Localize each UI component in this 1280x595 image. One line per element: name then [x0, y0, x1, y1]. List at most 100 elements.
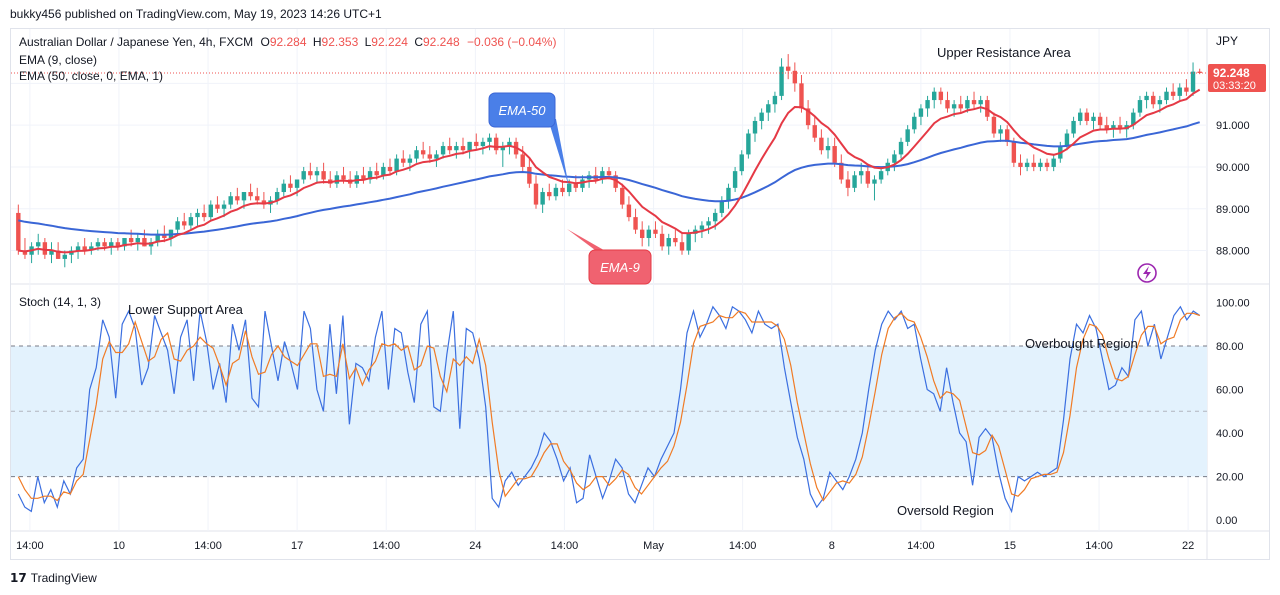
candle-body: [394, 158, 399, 172]
candle-body: [1164, 91, 1169, 101]
candle-body: [334, 175, 340, 184]
candle-body: [407, 158, 413, 163]
candle-body: [865, 171, 871, 184]
legend-high: 92.353: [322, 35, 359, 49]
candle-body: [361, 175, 366, 180]
candle-body: [493, 137, 499, 151]
candle-body: [673, 238, 678, 243]
candle-body: [1197, 71, 1202, 73]
candle-body: [527, 166, 532, 184]
time-tick-label: 15: [1004, 540, 1016, 552]
candle-body: [22, 250, 28, 255]
candle-body: [42, 242, 48, 255]
candle-body: [460, 146, 466, 151]
candle-body: [639, 229, 645, 239]
candle-body: [553, 187, 559, 197]
last-price-badge: 92.248 03:33:20: [1208, 63, 1266, 92]
bar-countdown: 03:33:20: [1213, 80, 1256, 92]
candle-body: [109, 242, 114, 247]
candle-body: [759, 112, 764, 121]
candle-body: [620, 187, 625, 205]
publish-header: bukky456 published on TradingView.com, M…: [0, 0, 1280, 28]
stoch-tick-label: 100.00: [1216, 297, 1250, 309]
time-tick-label: 22: [1182, 540, 1194, 552]
candle-body: [878, 171, 884, 180]
time-tick-label: 10: [113, 540, 125, 552]
stoch-tick-label: 20.00: [1216, 472, 1244, 484]
candle-body: [1005, 129, 1010, 142]
candle-body: [321, 171, 326, 180]
candle-body: [381, 166, 386, 176]
stoch-tick-label: 0.00: [1216, 515, 1237, 527]
time-tick-label: May: [643, 540, 664, 552]
candle-body: [135, 238, 140, 243]
candle-body: [49, 250, 54, 255]
stoch-tick-label: 40.00: [1216, 428, 1244, 440]
candle-body: [162, 233, 167, 239]
candle-body: [208, 204, 213, 218]
candle-body: [646, 229, 652, 239]
legend-stoch[interactable]: Stoch (14, 1, 3): [19, 295, 101, 309]
candle-body: [633, 217, 638, 230]
time-tick-label: 14:00: [907, 540, 935, 552]
candle-body: [440, 146, 446, 155]
candle-body: [75, 246, 81, 251]
currency-label: JPY: [1216, 34, 1238, 48]
candle-body: [752, 120, 758, 134]
price-tick-label: 88.000: [1216, 246, 1250, 258]
oversold-label: Oversold Region: [897, 503, 994, 518]
legend-ema9[interactable]: EMA (9, close): [19, 53, 97, 67]
lightning-icon[interactable]: [1137, 263, 1157, 283]
candle-body: [998, 129, 1003, 134]
candle-body: [938, 91, 944, 101]
legend-low: 92.224: [371, 35, 408, 49]
candle-body: [487, 137, 492, 142]
candle-body: [401, 158, 406, 163]
chart-frame: 88.00089.00090.00091.00092.0000.0020.004…: [10, 28, 1270, 560]
candle-body: [434, 154, 439, 159]
stoch-layer: [17, 305, 1201, 514]
candle-body: [945, 100, 950, 109]
footer-brand: TradingView: [30, 571, 97, 585]
candle-body: [467, 141, 472, 151]
stoch-tick-label: 80.00: [1216, 341, 1244, 353]
candle-body: [932, 91, 937, 101]
candle-body: [1184, 87, 1189, 92]
candle-body: [566, 183, 572, 193]
candle-body: [659, 233, 665, 247]
candle-body: [248, 192, 253, 197]
ema9-callout: EMA-9: [567, 229, 652, 285]
candle-body: [925, 100, 930, 109]
candle-body: [653, 229, 658, 234]
chart-svg[interactable]: 88.00089.00090.00091.00092.0000.0020.004…: [11, 29, 1269, 559]
candle-body: [845, 179, 851, 188]
candle-body: [1097, 116, 1103, 126]
stoch-k-line: [17, 305, 1201, 514]
candle-body: [905, 129, 910, 142]
candle-body: [772, 95, 778, 105]
candle-body: [374, 171, 379, 176]
candle-body: [686, 233, 691, 251]
candle-body: [1151, 95, 1156, 105]
candle-body: [1071, 120, 1076, 134]
candle-body: [951, 104, 957, 109]
candle-body: [732, 171, 738, 188]
candle-body: [142, 238, 147, 247]
candle-body: [1190, 71, 1196, 92]
candle-body: [221, 204, 227, 209]
candle-body: [600, 171, 605, 180]
time-tick-label: 24: [469, 540, 481, 552]
candle-body: [706, 221, 711, 226]
candle-body: [1011, 141, 1017, 163]
candle-body: [785, 66, 791, 71]
candle-body: [580, 179, 585, 188]
candle-body: [188, 217, 194, 226]
candle-body: [115, 242, 121, 247]
candle-body: [507, 141, 512, 147]
legend-ema50[interactable]: EMA (50, close, 0, EMA, 1): [19, 69, 163, 83]
candle-body: [1131, 112, 1136, 126]
legend-line-1: Australian Dollar / Japanese Yen, 4h, FX…: [19, 35, 556, 49]
candle-body: [719, 200, 725, 213]
candle-body: [95, 242, 101, 247]
price-tick-label: 90.000: [1216, 162, 1250, 174]
